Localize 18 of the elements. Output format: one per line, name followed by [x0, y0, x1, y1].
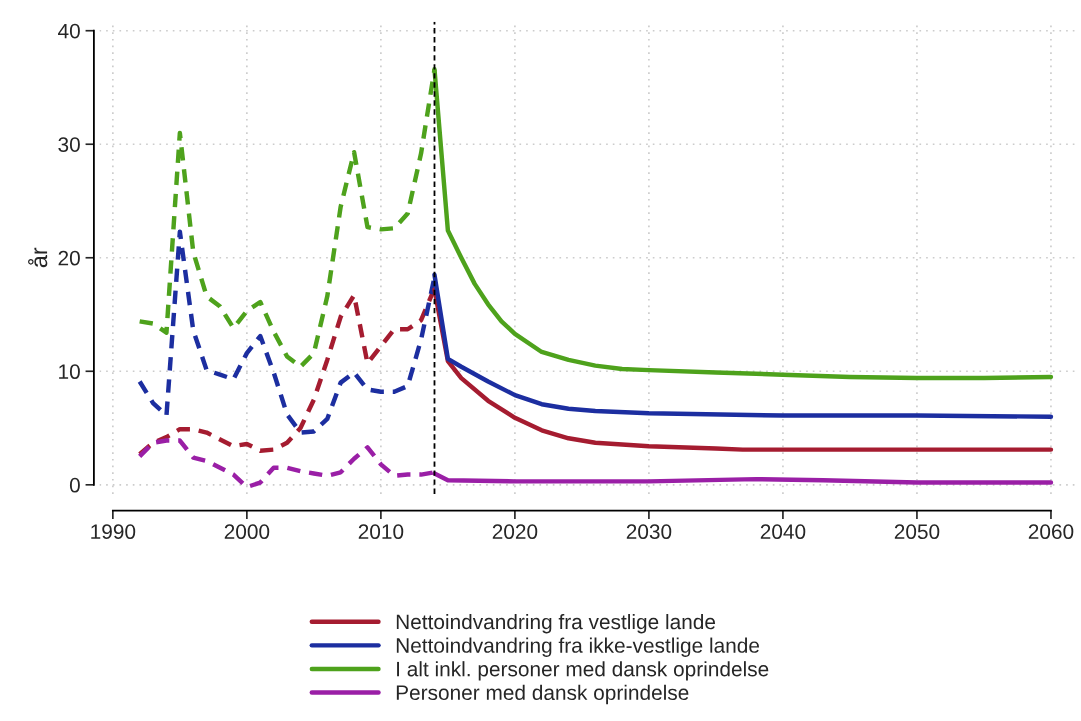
legend-label: Nettoindvandring fra vestlige lande — [396, 613, 716, 634]
x-tick-label: 1990 — [91, 524, 136, 540]
x-tick-label: 2020 — [492, 524, 538, 540]
y-tick-label: 10 — [59, 364, 80, 380]
x-tick-label: 2010 — [358, 524, 404, 540]
y-tick-label: 20 — [58, 250, 80, 266]
x-tick-label: 2030 — [626, 524, 672, 540]
x-tick-label: 2040 — [760, 524, 806, 540]
x-tick-label: 2000 — [224, 524, 270, 540]
y-tick-label: 30 — [58, 137, 80, 152]
legend-label: Nettoindvandring fra ikke-vestlige lande — [396, 637, 760, 657]
legend-label: Personer med dansk oprindelse — [396, 684, 689, 705]
y-tick-label: 0 — [69, 477, 80, 493]
y-tick-label: 40 — [58, 23, 80, 39]
legend-label: I alt inkl. personer med dansk oprindelse — [397, 661, 769, 681]
x-tick-label: 2060 — [1028, 524, 1074, 540]
y-axis-title: år — [28, 247, 48, 268]
x-tick-label: 2050 — [894, 524, 940, 540]
